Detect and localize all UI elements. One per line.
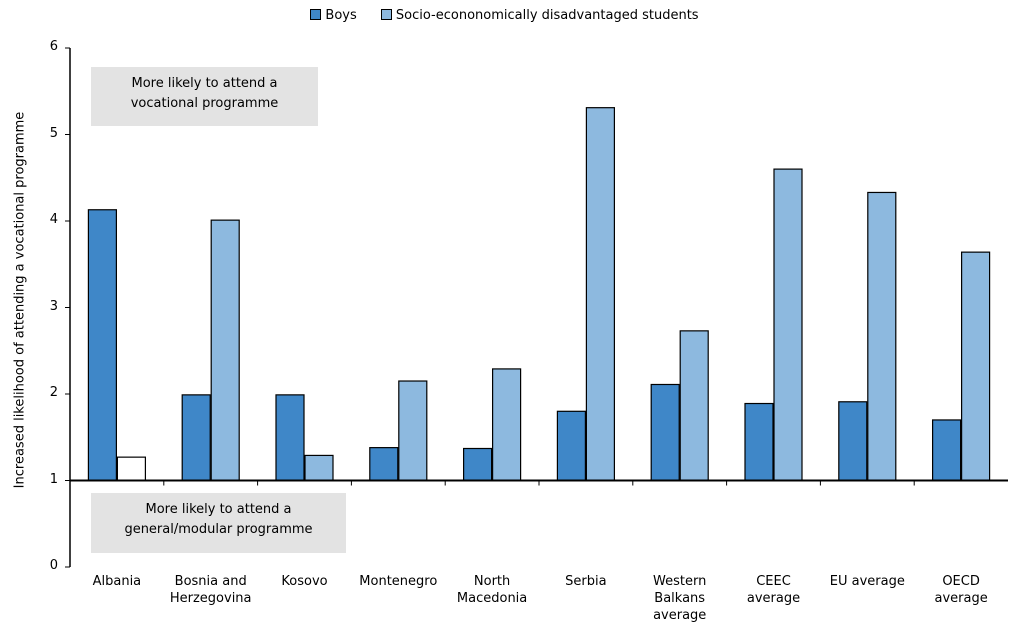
annotation-vocational-line-2: vocational programme	[130, 96, 279, 111]
x-tick-label-line: Balkans	[654, 591, 706, 606]
bar-boys	[275, 394, 305, 482]
x-tick-label-line: average	[934, 591, 988, 606]
bar-boys	[931, 419, 962, 482]
y-tick-label: 0	[49, 558, 58, 573]
bar-disadvantaged	[679, 330, 709, 482]
x-tick-label: Albania	[69, 573, 165, 590]
legend-label-disadvantaged: Socio-econonomically disadvantaged stude…	[395, 8, 699, 23]
annotation-general-line-1: More likely to attend a	[145, 502, 292, 517]
x-tick-label-line: Herzegovina	[169, 591, 252, 606]
x-tick-label: OECD average	[913, 573, 1009, 607]
bar-disadvantaged	[492, 368, 522, 482]
bar-boys	[650, 383, 680, 482]
x-tick-label-line: Macedonia	[456, 591, 528, 606]
x-tick-label-line: average	[746, 591, 801, 606]
bar-boys	[369, 447, 399, 482]
bar-disadvantaged	[304, 454, 334, 482]
legend-label-boys: Boys	[325, 8, 357, 23]
x-tick-label-line: OECD	[942, 574, 980, 589]
y-tick-label: 6	[49, 39, 58, 54]
x-tick-label-line: CEEC	[756, 574, 791, 589]
legend-swatch-boys	[310, 9, 322, 20]
annotation-general: More likely to attend a general/modular …	[91, 493, 346, 553]
annotation-vocational-line-1: More likely to attend a	[131, 76, 278, 91]
legend-item-disadvantaged: Socio-econonomically disadvantaged stude…	[380, 8, 699, 23]
bar-disadvantaged	[116, 456, 147, 482]
annotation-general-line-2: general/modular programme	[124, 522, 313, 537]
bar-boys	[838, 401, 868, 482]
x-tick-label: Montenegro	[350, 573, 446, 590]
bar-boys	[463, 447, 493, 482]
x-tick-label-line: Albania	[92, 574, 142, 589]
legend: Boys Socio-econonomically disadvantaged …	[0, 8, 1009, 23]
bar-boys	[181, 394, 211, 482]
x-tick-label-line: EU average	[829, 574, 905, 589]
y-tick-label: 5	[49, 125, 58, 141]
bar-disadvantaged	[585, 107, 616, 482]
x-tick-label-line: average	[653, 608, 707, 623]
bar-disadvantaged	[960, 251, 991, 482]
x-tick-label-line: North	[473, 574, 511, 589]
bar-disadvantaged	[398, 380, 428, 482]
x-tick-label-line: Western	[653, 574, 707, 589]
x-tick-label-line: Serbia	[565, 574, 607, 589]
x-tick-label: CEEC average	[726, 573, 822, 607]
legend-item-boys: Boys	[310, 8, 357, 23]
x-tick-label: EU average	[819, 573, 915, 590]
y-tick-label: 4	[49, 212, 58, 227]
bar-boys	[744, 402, 774, 482]
x-tick-label: Serbia	[538, 573, 634, 590]
y-tick-label: 2	[49, 385, 58, 400]
x-tick-label-line: Bosnia and	[174, 574, 247, 589]
bar-boys	[556, 410, 587, 482]
bar-disadvantaged	[867, 191, 897, 482]
x-tick-label: Bosnia and Herzegovina	[163, 573, 259, 607]
x-tick-label: Kosovo	[257, 573, 353, 590]
x-tick-label-line: Montenegro	[359, 574, 438, 589]
legend-swatch-disadvantaged	[380, 9, 392, 20]
y-tick-label: 1	[49, 471, 58, 487]
bar-boys	[87, 209, 118, 482]
y-tick-label: 3	[49, 298, 58, 314]
bar-disadvantaged	[210, 219, 240, 482]
annotation-vocational: More likely to attend a vocational progr…	[91, 67, 318, 126]
bar-disadvantaged	[773, 168, 803, 482]
x-tick-label: North Macedonia	[444, 573, 540, 607]
x-tick-label-line: Kosovo	[281, 574, 328, 589]
x-tick-label: Western Balkans average	[632, 573, 728, 624]
